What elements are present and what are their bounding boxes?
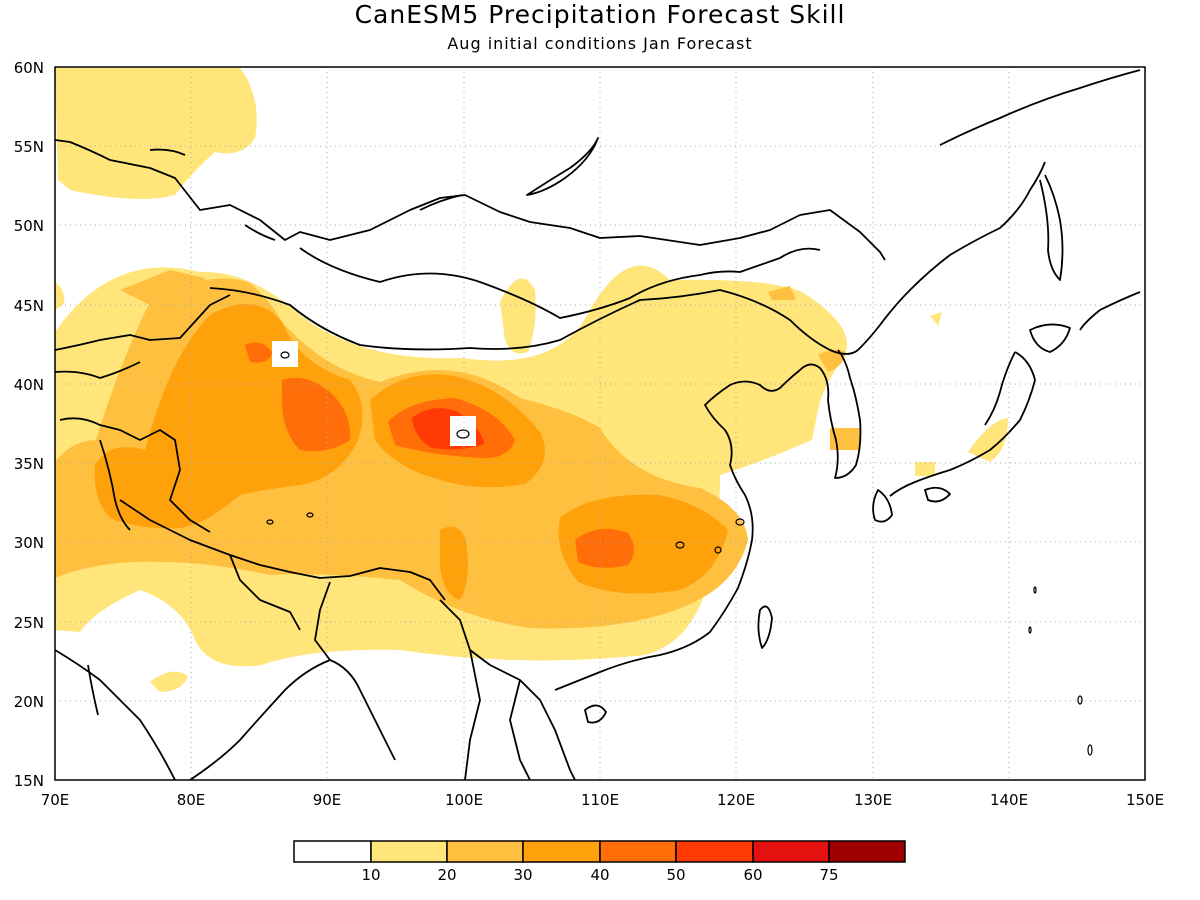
colorbar-label: 75 — [819, 866, 838, 884]
lon-axis: 70E 80E 90E 100E 110E 120E 130E 140E 150… — [41, 791, 1164, 809]
coastlines-borders — [55, 69, 1141, 780]
lat-tick-label: 25N — [14, 614, 44, 632]
lat-tick-label: 40N — [14, 376, 44, 394]
colorbar-label: 40 — [590, 866, 609, 884]
lon-tick-label: 140E — [990, 791, 1028, 809]
lon-tick-label: 80E — [177, 791, 206, 809]
map-subtitle: Aug initial conditions Jan Forecast — [447, 34, 753, 53]
colorbar-label: 60 — [743, 866, 762, 884]
lat-axis: 15N 20N 25N 30N 35N 40N 45N 50N 55N 60N — [14, 59, 44, 790]
lat-tick-label: 45N — [14, 297, 44, 315]
colorbar-label: 20 — [437, 866, 456, 884]
colorbar-label: 10 — [361, 866, 380, 884]
lat-tick-label: 30N — [14, 534, 44, 552]
colorbar-label: 50 — [666, 866, 685, 884]
colorbar-swatch — [522, 840, 601, 863]
map-title: CanESM5 Precipitation Forecast Skill — [354, 0, 846, 29]
colorbar: 10 20 30 40 50 60 75 — [293, 840, 906, 884]
skill-shading — [55, 68, 1008, 692]
colorbar-label: 30 — [513, 866, 532, 884]
colorbar-swatch — [293, 840, 372, 863]
lon-tick-label: 120E — [717, 791, 755, 809]
lat-tick-label: 50N — [14, 217, 44, 235]
lon-tick-label: 100E — [445, 791, 483, 809]
lon-tick-label: 90E — [313, 791, 342, 809]
lat-tick-label: 15N — [14, 772, 44, 790]
colorbar-swatch — [752, 840, 830, 863]
lat-tick-label: 60N — [14, 59, 44, 77]
lon-tick-label: 70E — [41, 791, 70, 809]
small-features — [266, 351, 1093, 756]
colorbar-swatch — [675, 840, 754, 863]
lat-tick-label: 20N — [14, 693, 44, 711]
colorbar-swatch — [599, 840, 677, 863]
lon-tick-label: 110E — [581, 791, 619, 809]
lat-tick-label: 55N — [14, 138, 44, 156]
plot-frame — [54, 66, 1146, 781]
lon-tick-label: 150E — [1126, 791, 1164, 809]
lon-tick-label: 130E — [854, 791, 892, 809]
missing-data-boxes — [272, 341, 476, 446]
gridlines — [55, 67, 1145, 780]
colorbar-swatch — [370, 840, 448, 863]
colorbar-swatch — [446, 840, 524, 863]
lat-tick-label: 35N — [14, 455, 44, 473]
colorbar-swatch — [828, 840, 906, 863]
